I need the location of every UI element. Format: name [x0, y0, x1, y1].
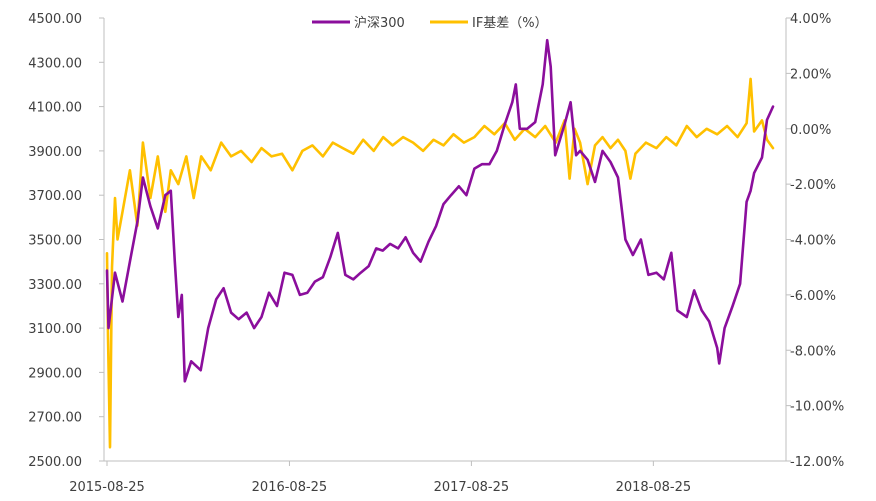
x-tick-label: 2015-08-25 [69, 480, 145, 495]
left-tick-label: 3900.00 [28, 145, 82, 160]
right-tick-label: 4.00% [790, 12, 831, 27]
x-tick-label: 2018-08-25 [616, 480, 692, 495]
right-tick-label: 2.00% [790, 67, 831, 82]
left-tick-label: 3100.00 [28, 322, 82, 337]
x-tick-label: 2017-08-25 [434, 480, 510, 495]
left-tick-label: 3500.00 [28, 234, 82, 249]
left-tick-label: 4100.00 [28, 101, 82, 116]
left-tick-label: 3300.00 [28, 278, 82, 293]
legend-label: 沪深300 [354, 15, 405, 31]
right-tick-label: 0.00% [790, 123, 831, 138]
left-tick-label: 2900.00 [28, 366, 82, 381]
left-y-axis: 4500.00 4300.00 4100.00 3900.00 3700.00 3500.… [28, 12, 105, 470]
left-tick-label: 2700.00 [28, 411, 82, 426]
x-axis: 2015-08-25 2016-08-25 2017-08-25 2018-08-25 [69, 460, 786, 495]
legend-label: IF基差（%） [472, 16, 548, 31]
left-tick-label: 4500.00 [28, 12, 82, 27]
right-y-axis: 4.00% 2.00% 0.00% -2.00% -4.00% -6.00% -8.00% -… [785, 12, 844, 470]
plot-area [105, 38, 775, 449]
x-tick-label: 2016-08-25 [252, 480, 328, 495]
left-tick-label: 3700.00 [28, 189, 82, 204]
right-tick-label: -4.00% [790, 234, 836, 249]
right-tick-label: -12.00% [790, 455, 844, 470]
left-tick-label: 2500.00 [28, 455, 82, 470]
legend: 沪深300 IF基差（%） [312, 15, 548, 31]
if-basis-line [105, 77, 775, 449]
right-tick-label: -6.00% [790, 289, 836, 304]
left-tick-label: 4300.00 [28, 56, 82, 71]
right-tick-label: -2.00% [790, 178, 836, 193]
csi300-line [105, 38, 775, 383]
right-tick-label: -8.00% [790, 344, 836, 359]
right-tick-label: -10.00% [790, 400, 844, 415]
